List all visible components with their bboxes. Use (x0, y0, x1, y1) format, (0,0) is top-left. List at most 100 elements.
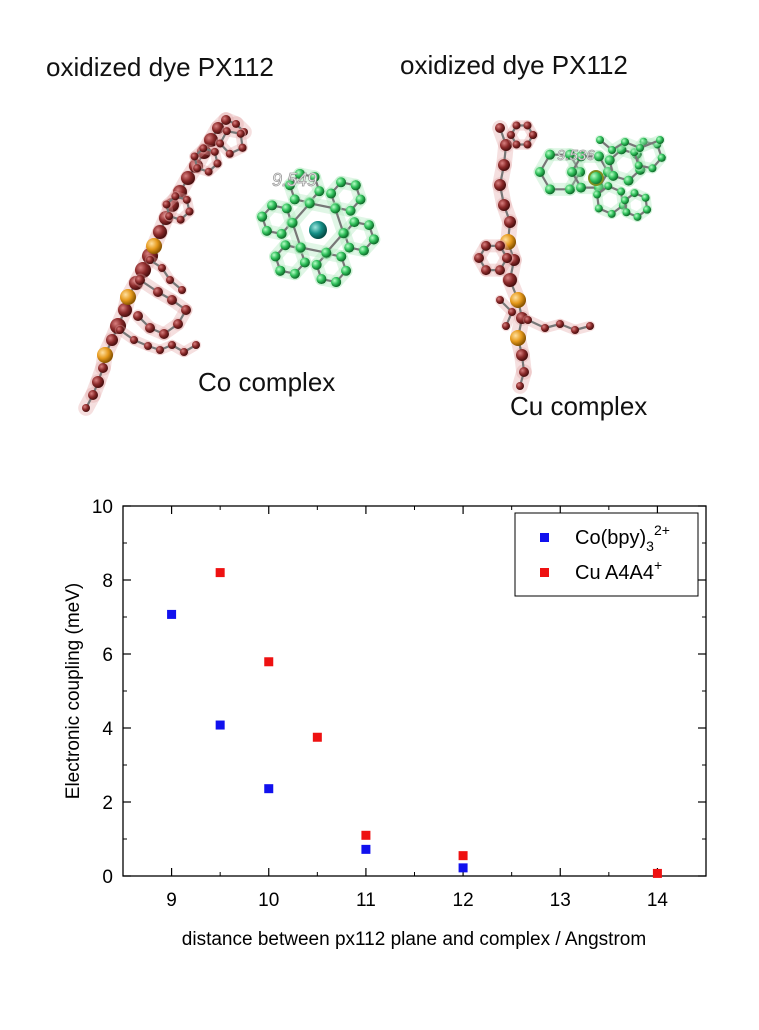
cu-ring-atom (565, 149, 575, 160)
co-ring-atom (276, 228, 287, 239)
rdye-ring-atom (495, 265, 505, 276)
data-points (167, 568, 662, 878)
cu-ring-atom (623, 175, 634, 186)
dye-ring-atom (236, 129, 245, 138)
dye-chain-atom (116, 326, 124, 334)
dye-ring-atom (193, 164, 202, 173)
co-inner-atom (295, 242, 306, 253)
cu-ring-atom (648, 164, 657, 173)
dye-ring-atom (204, 167, 213, 176)
cu-ring-atom (575, 167, 585, 177)
co-ring-atom (364, 220, 375, 231)
right-dye-molecule (472, 120, 596, 394)
cu-ring-atom (545, 149, 555, 160)
cu-data-point (264, 657, 274, 667)
dye-branch-atom (145, 323, 155, 333)
co-ring-atom (267, 200, 278, 211)
co-inner-atom (304, 198, 315, 209)
cu-ring-atom (576, 182, 586, 193)
co-ring-atom (257, 211, 268, 222)
co-data-point (361, 844, 371, 854)
cu-ring-atom (604, 155, 615, 166)
dye-ring-atom (216, 139, 225, 148)
rdye-ring-atom (474, 253, 484, 263)
co-ring-atom (299, 257, 310, 268)
cu-chain-atom (608, 146, 616, 154)
cu-ring-atom (593, 190, 602, 199)
rdye-ring-atom (502, 253, 512, 263)
cu-ring-atom (545, 184, 555, 195)
co-ring-atom (280, 240, 291, 251)
co-ring-atom (294, 168, 305, 179)
cu-ring-atom (565, 184, 575, 195)
dye-ring-atom (210, 147, 219, 156)
rdye-atom (504, 216, 516, 228)
co-ring-atom (350, 180, 361, 191)
cu-ring-atom (657, 153, 666, 162)
dye-chain-atom (146, 256, 154, 264)
co-ring-atom (316, 274, 327, 285)
dye-branch-atom (135, 275, 145, 285)
cu-ring-atom (607, 209, 616, 218)
dye-ring-atom (190, 152, 199, 161)
cu-data-point (215, 568, 225, 578)
cu-ring-atom (608, 170, 619, 181)
cu-chain-atom (636, 144, 644, 152)
cu-ring-atom (633, 212, 642, 221)
rdye-chain-atom (502, 322, 510, 330)
cu-data-point (652, 868, 662, 878)
x-tick-label: 12 (453, 890, 474, 911)
dye-chain-atom (180, 348, 188, 356)
dye-atom (97, 347, 113, 363)
cu-ring-atom (576, 151, 586, 162)
rdye-atom (516, 349, 528, 361)
dye-ring-atom (225, 149, 234, 158)
y-tick-label: 10 (92, 497, 113, 518)
cu-ring-atom (604, 182, 613, 191)
co-ring-atom (344, 242, 355, 253)
rdye-atom (500, 139, 512, 151)
co-ring-atom (355, 194, 366, 205)
cu-ring-atom (630, 148, 639, 157)
dye-atom (120, 289, 136, 305)
y-tick-label: 0 (102, 867, 113, 888)
rdye-atom (498, 159, 510, 171)
cu-ring-atom (620, 196, 629, 205)
right-distance-label: 9.536 (557, 147, 595, 164)
co-inner-atom (321, 247, 332, 258)
cu-data-point (361, 830, 371, 840)
dye-branch-atom (181, 305, 191, 315)
co-ring-atom (341, 265, 352, 276)
legend-label-cu: Cu A4A4+ (575, 557, 662, 584)
co-ring-atom (284, 180, 295, 191)
rdye-chain-atom (586, 322, 594, 330)
dye-ring-atom (238, 143, 247, 152)
cu-complex-label: Cu complex (510, 391, 648, 421)
legend-marker-co (540, 533, 549, 542)
co-ring-atom (281, 203, 292, 214)
dye-chain-atom (192, 341, 200, 349)
legend: Co(bpy)32+ Cu A4A4+ (514, 512, 699, 597)
x-tick-label: 11 (356, 890, 376, 911)
dye-atom (92, 376, 104, 388)
cu-complex-molecule (533, 134, 667, 223)
y-tick-label: 6 (102, 645, 113, 666)
co-data-point (458, 863, 468, 873)
rdye-atom (510, 330, 526, 346)
co-ring-atom (314, 186, 325, 197)
dye-atom (135, 262, 151, 278)
cu-data-point (458, 851, 468, 861)
co-complex-molecule (255, 167, 381, 289)
left-distance-label: 9.549 (272, 170, 317, 190)
dye-chain-atom (168, 341, 176, 349)
rdye-ring-atom (512, 140, 521, 149)
dye-chain-atom (178, 286, 186, 294)
dye-ring-atom (165, 212, 174, 221)
cu-ring-atom (594, 204, 603, 213)
coupling-chart: 9 10 11 12 13 14 0 2 4 6 8 10 distance between px11… (63, 497, 707, 950)
co-ring-atom (345, 205, 356, 216)
dye-atom (98, 363, 108, 373)
co-ring-atom (358, 245, 369, 256)
rdye-chain-atom (496, 296, 504, 304)
dye-chain-atom (166, 276, 174, 284)
